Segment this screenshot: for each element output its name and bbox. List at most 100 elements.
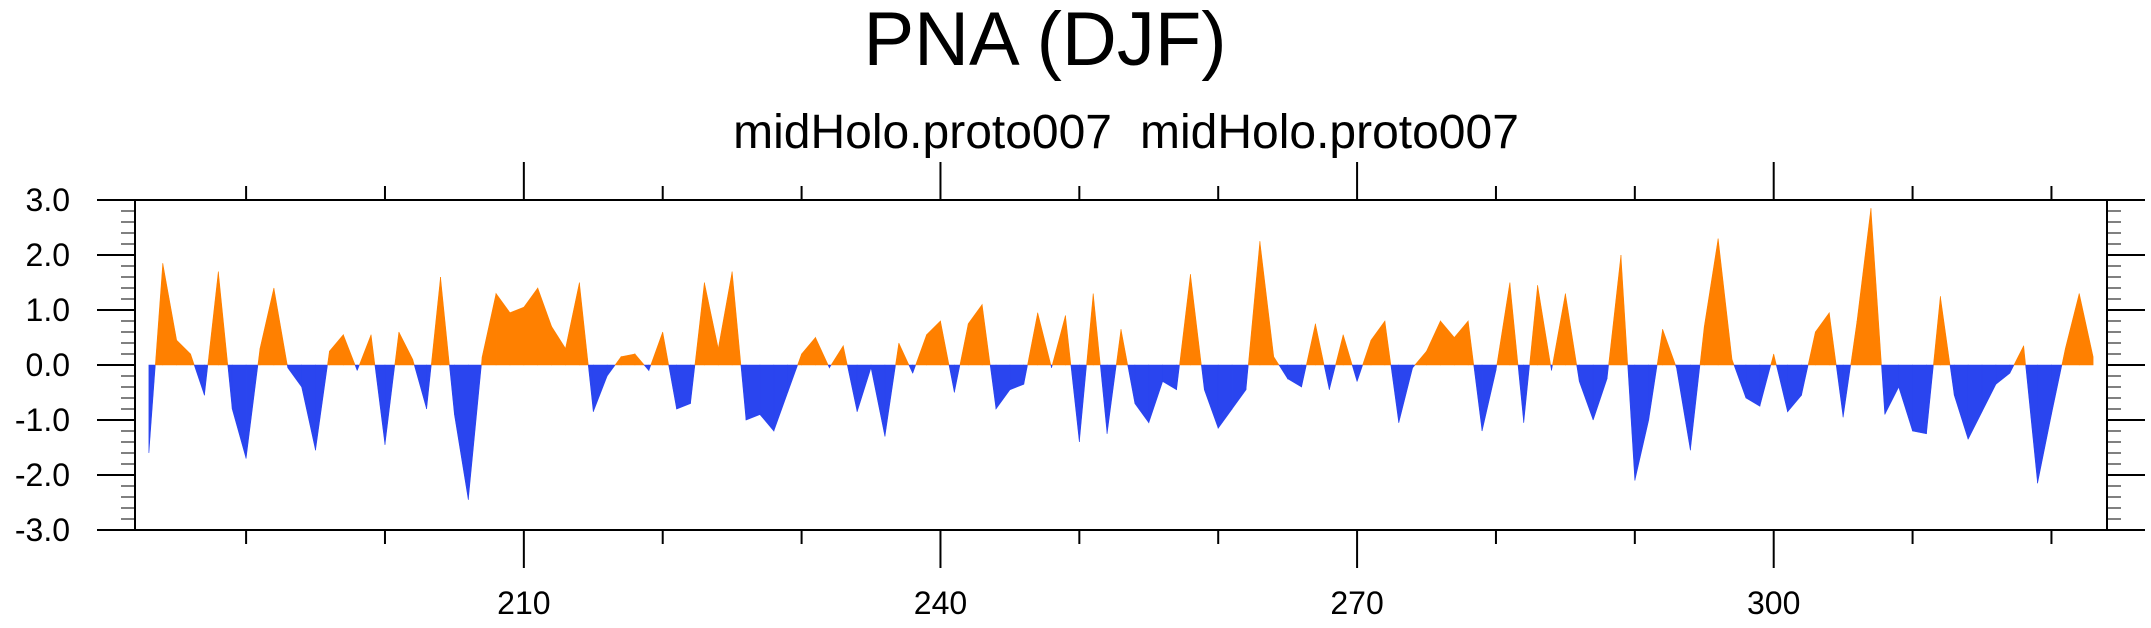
negative-area-segment — [606, 364, 616, 377]
positive-area-segment — [2013, 345, 2024, 366]
positive-area-segment — [717, 271, 733, 366]
negative-area-segment — [1926, 364, 1934, 434]
positive-area-segment — [1115, 329, 1122, 366]
negative-area-segment — [1481, 364, 1497, 432]
positive-area-segment — [155, 263, 164, 366]
negative-area-segment — [1398, 364, 1413, 423]
positive-area-segment — [259, 287, 275, 366]
positive-area-segment — [1362, 340, 1372, 366]
negative-area-segment — [1759, 364, 1772, 407]
positive-area-segment — [1247, 241, 1261, 366]
negative-area-segment — [1148, 364, 1163, 423]
negative-area-segment — [787, 364, 799, 393]
positive-area-segment — [940, 320, 950, 366]
positive-area-segment — [1440, 320, 1455, 366]
negative-area-segment — [759, 364, 775, 432]
negative-area-segment — [1162, 364, 1177, 391]
negative-area-segment — [587, 364, 594, 412]
negative-area-segment — [1676, 364, 1691, 451]
negative-area-segment — [227, 364, 233, 410]
positive-area-segment — [394, 331, 400, 366]
y-tick-label: 3.0 — [26, 182, 70, 218]
negative-area-segment — [1176, 364, 1180, 390]
positive-area-segment — [218, 271, 229, 366]
chart-subtitle-right: midHolo.proto007 — [1140, 106, 1519, 159]
negative-area-segment — [468, 364, 482, 500]
negative-area-segment — [2009, 364, 2015, 374]
positive-area-segment — [509, 306, 525, 366]
x-tick-label: 270 — [1330, 585, 1383, 621]
negative-area-segment — [1245, 364, 1249, 390]
negative-area-segment — [426, 364, 432, 410]
positive-area-segment — [176, 339, 191, 366]
negative-area-segment — [384, 364, 396, 445]
negative-area-segment — [204, 364, 209, 396]
positive-area-segment — [257, 348, 261, 366]
positive-area-segment — [694, 282, 705, 366]
positive-area-segment — [1717, 238, 1733, 366]
negative-area-segment — [1995, 364, 2011, 385]
negative-area-segment — [1835, 364, 1844, 418]
positive-area-segment — [1933, 296, 1941, 366]
positive-area-segment — [1454, 320, 1469, 366]
positive-area-segment — [430, 276, 441, 366]
negative-area-segment — [413, 364, 427, 410]
negative-area-segment — [676, 364, 691, 410]
x-tick-label: 240 — [914, 585, 967, 621]
positive-area-segment — [1699, 326, 1705, 366]
negative-area-segment — [740, 364, 747, 421]
negative-area-segment — [1204, 364, 1219, 429]
positive-area-segment — [1703, 238, 1719, 366]
negative-area-segment — [829, 364, 832, 369]
positive-area-segment — [2061, 348, 2066, 366]
negative-area-segment — [1023, 364, 1028, 385]
negative-area-segment — [1801, 364, 1809, 396]
negative-area-segment — [1842, 364, 1852, 418]
positive-area-segment — [1940, 296, 1951, 366]
positive-area-segment — [398, 331, 414, 366]
positive-area-segment — [190, 353, 195, 366]
positive-area-segment — [495, 292, 511, 366]
negative-area-segment — [1787, 364, 1802, 413]
positive-area-segment — [1870, 208, 1882, 366]
area-series — [148, 208, 2094, 500]
negative-area-segment — [374, 364, 386, 445]
negative-area-segment — [1912, 364, 1927, 435]
positive-area-segment — [1065, 315, 1072, 366]
positive-area-segment — [1027, 312, 1038, 366]
positive-area-segment — [967, 303, 983, 366]
negative-area-segment — [1351, 364, 1358, 382]
negative-area-segment — [354, 364, 358, 371]
positive-area-segment — [898, 342, 910, 366]
positive-area-segment — [1120, 329, 1129, 366]
negative-area-segment — [1106, 364, 1117, 434]
positive-area-segment — [1086, 293, 1094, 366]
negative-area-segment — [1079, 364, 1087, 443]
positive-area-segment — [1273, 355, 1280, 366]
negative-area-segment — [1627, 364, 1636, 481]
positive-area-segment — [162, 263, 177, 366]
negative-area-segment — [1412, 364, 1416, 369]
positive-area-segment — [370, 334, 376, 366]
negative-area-segment — [1733, 364, 1747, 399]
negative-area-segment — [1390, 364, 1400, 423]
positive-area-segment — [1414, 350, 1427, 366]
positive-area-segment — [1828, 312, 1837, 366]
positive-area-segment — [1037, 312, 1052, 366]
negative-area-segment — [668, 364, 677, 410]
positive-area-segment — [1850, 320, 1858, 366]
positive-area-segment — [1537, 285, 1551, 366]
positive-area-segment — [207, 271, 219, 366]
negative-area-segment — [1099, 364, 1108, 434]
negative-area-segment — [1576, 364, 1580, 382]
positive-area-segment — [895, 342, 900, 366]
positive-area-segment — [915, 334, 927, 366]
negative-area-segment — [690, 364, 696, 404]
negative-area-segment — [287, 364, 302, 388]
negative-area-segment — [1953, 364, 1969, 440]
x-tick-label: 300 — [1747, 585, 1800, 621]
negative-area-segment — [1287, 364, 1302, 388]
positive-area-segment — [1335, 334, 1344, 366]
negative-area-segment — [745, 364, 761, 421]
